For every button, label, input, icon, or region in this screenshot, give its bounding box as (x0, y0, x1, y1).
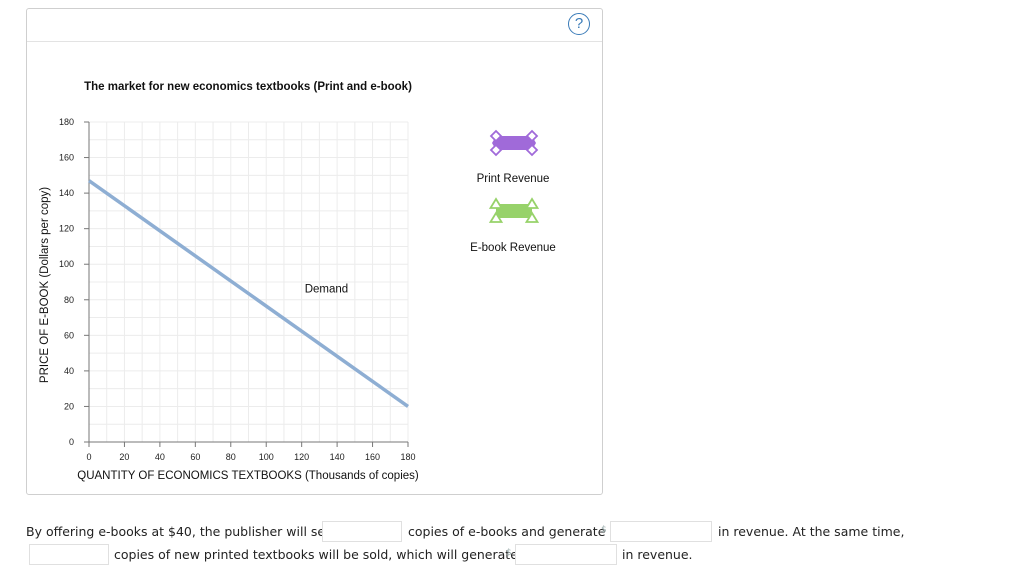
chart-title: The market for new economics textbooks (… (84, 81, 412, 93)
x-tick-label: 160 (365, 452, 380, 462)
question-part-2: copies of e-books and generate (408, 524, 606, 539)
y-tick-label: 100 (59, 259, 74, 269)
question-line-2: copies of new printed textbooks will be … (26, 544, 1011, 567)
graph-panel (26, 8, 603, 495)
y-tick-label: 160 (59, 153, 74, 163)
y-tick-label: 20 (64, 401, 74, 411)
ebook-revenue-tool[interactable] (488, 197, 540, 223)
triangle-marker (524, 211, 540, 223)
x-tick-label: 180 (400, 452, 415, 462)
ebook-copies-input[interactable] (322, 521, 402, 542)
question-part-3: in revenue. At the same time, (718, 524, 905, 539)
print-revenue-tool[interactable] (489, 129, 539, 157)
diamond-marker (525, 143, 539, 157)
chart: The market for new economics textbooks (… (39, 81, 556, 482)
y-axis-label: PRICE OF E-BOOK (Dollars per copy) (39, 187, 51, 383)
tool-bar (496, 204, 532, 218)
tool-bar (492, 136, 536, 150)
help-button[interactable]: ? (568, 13, 590, 35)
chart-grid (88, 121, 409, 443)
ebook-revenue-input[interactable] (610, 521, 712, 542)
x-tick-label: 0 (86, 452, 91, 462)
x-tick-label: 60 (190, 452, 200, 462)
triangle-marker (524, 197, 540, 209)
diamond-marker (489, 143, 503, 157)
question-part-4: copies of new printed textbooks will be … (114, 547, 518, 562)
question-line-1: By offering e-books at $40, the publishe… (26, 521, 1011, 544)
question-part-5: in revenue. (622, 547, 693, 562)
y-tick-label: 80 (64, 295, 74, 305)
triangle-marker (488, 211, 504, 223)
chart-axes: 0 20 40 60 80 100 120 140 160 180 0 20 40 60 80 100 120 1… (59, 117, 416, 462)
y-tick-label: 60 (64, 330, 74, 340)
demand-curve (87, 179, 410, 408)
x-tick-label: 40 (155, 452, 165, 462)
y-tick-label: 40 (64, 366, 74, 376)
triangle-marker (488, 197, 504, 209)
x-tick-label: 100 (259, 452, 274, 462)
question-text: By offering e-books at $40, the publishe… (26, 521, 1011, 567)
y-tick-label: 180 (59, 117, 74, 127)
x-tick-label: 80 (226, 452, 236, 462)
print-revenue-input[interactable] (515, 544, 617, 565)
y-tick-label: 0 (69, 437, 74, 447)
diamond-marker (525, 129, 539, 143)
question-part-1: By offering e-books at $40, the publishe… (26, 524, 333, 539)
chart-series: Demand (87, 179, 410, 408)
print-revenue-label: Print Revenue (477, 173, 550, 185)
ebook-revenue-label: E-book Revenue (470, 242, 556, 254)
print-copies-input[interactable] (29, 544, 109, 565)
dollar-sign: $ (601, 525, 607, 535)
y-tick-label: 120 (59, 224, 74, 234)
x-axis-label: QUANTITY OF ECONOMICS TEXTBOOKS (Thousan… (77, 470, 419, 482)
y-tick-label: 140 (59, 188, 74, 198)
dollar-sign: $ (506, 548, 512, 558)
panel-toolbar (27, 9, 602, 42)
x-tick-label: 140 (330, 452, 345, 462)
diamond-marker (489, 129, 503, 143)
x-tick-label: 20 (119, 452, 129, 462)
x-tick-label: 120 (294, 452, 309, 462)
demand-label: Demand (305, 284, 348, 296)
